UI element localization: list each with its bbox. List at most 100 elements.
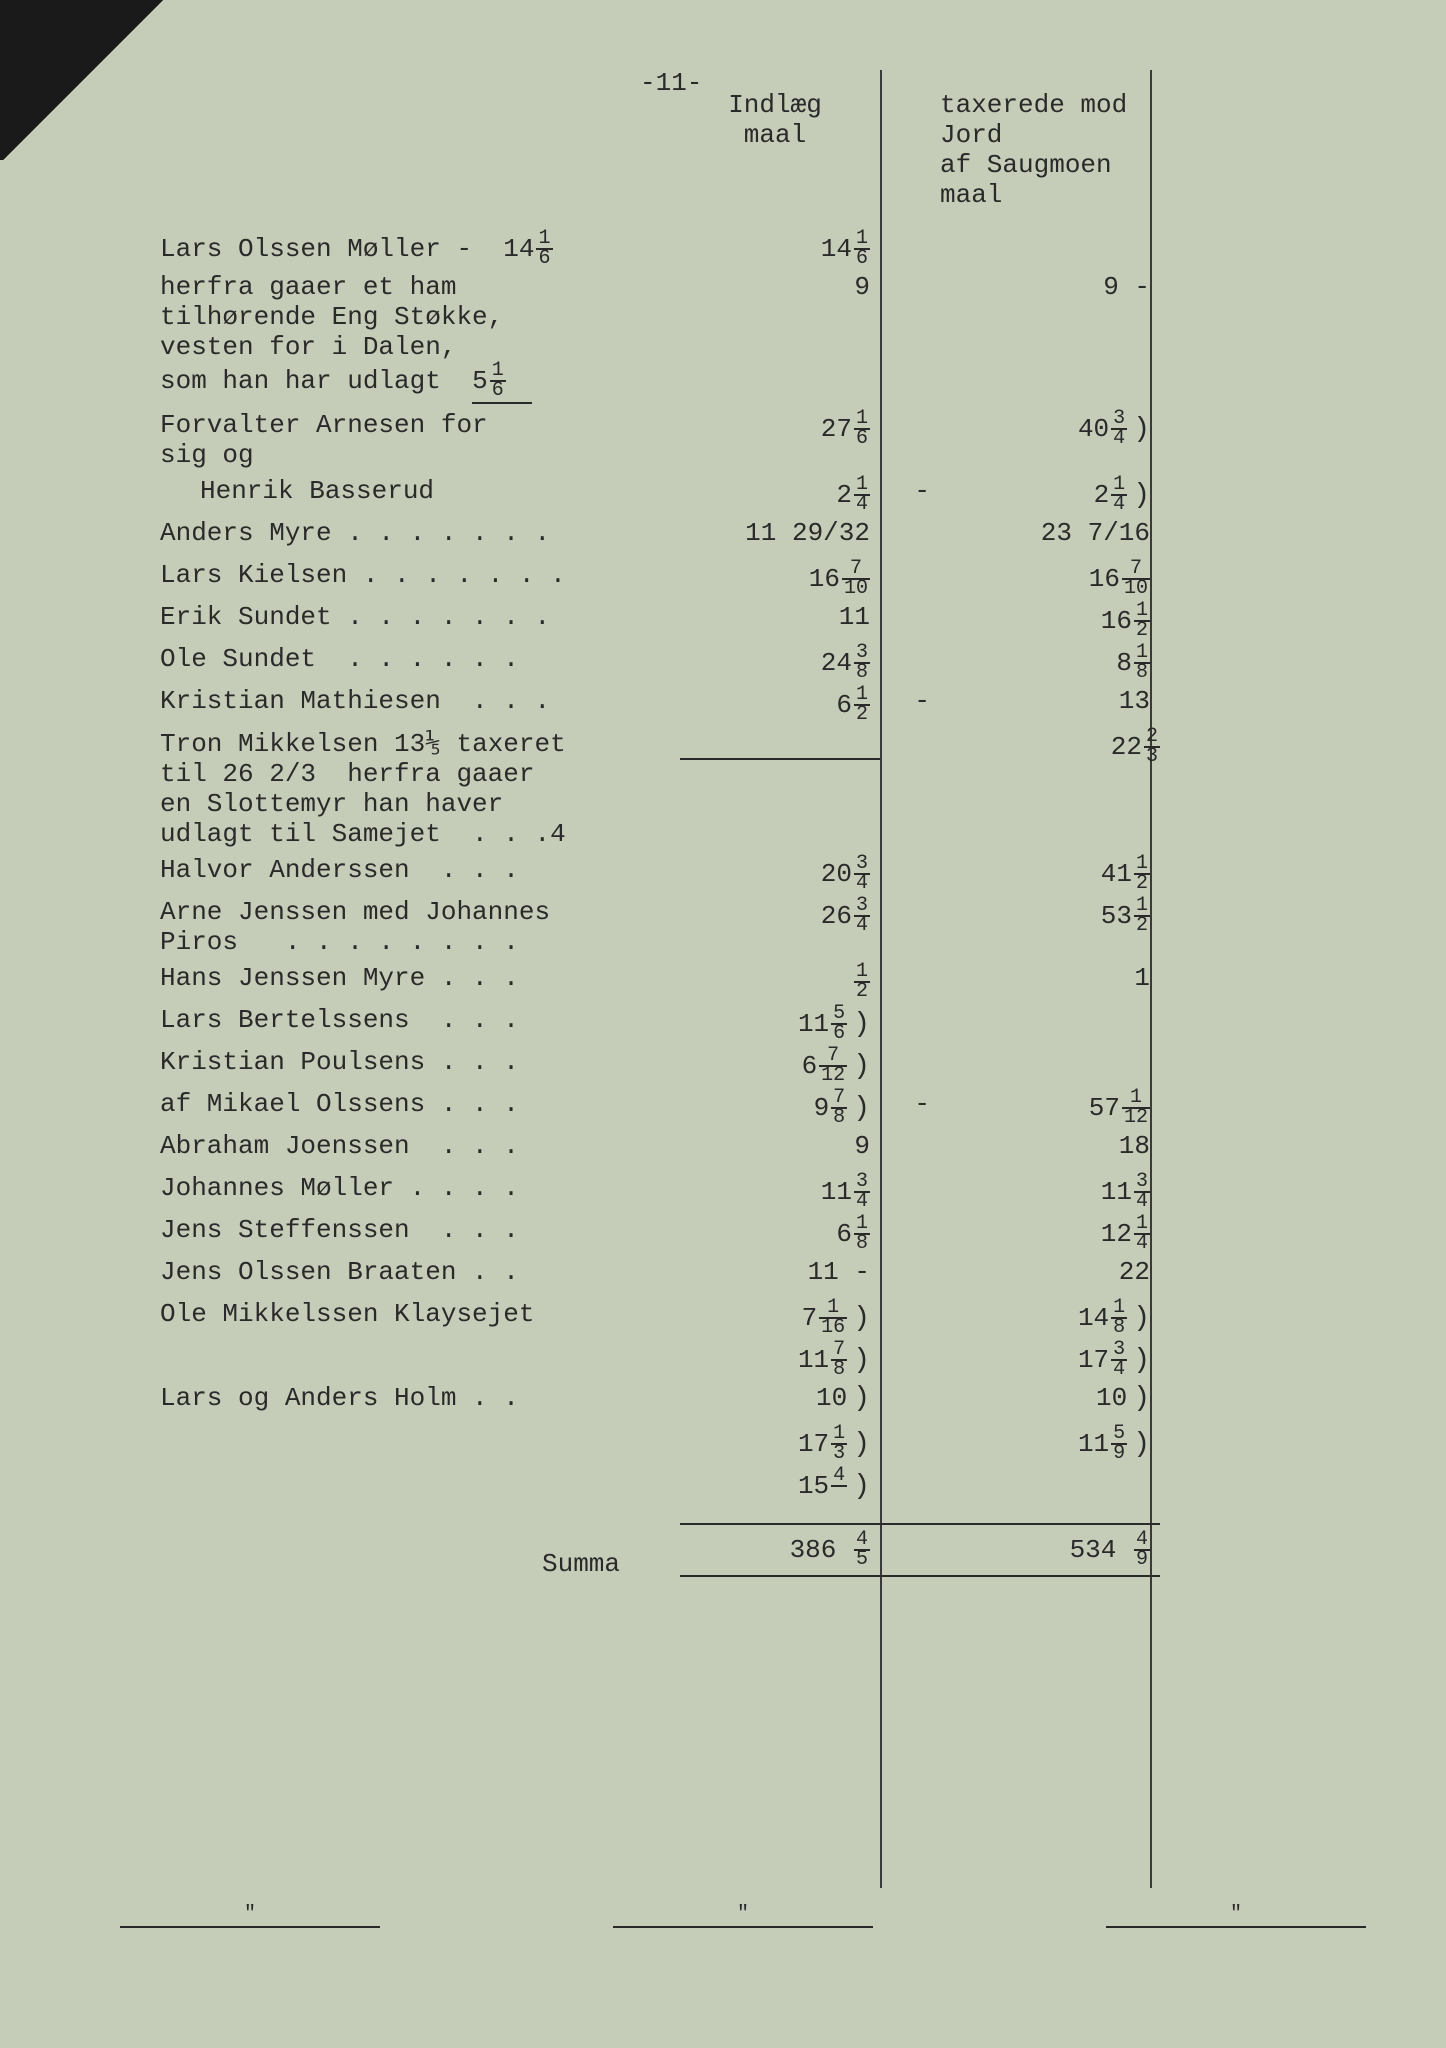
fraction: 112: [1122, 1089, 1150, 1127]
bracket-icon: ): [847, 1471, 870, 1502]
table-row: Lars Olssen Møller - 14161416: [160, 230, 1366, 272]
row-name: Kristian Mathiesen . . .: [160, 686, 550, 716]
row-right: 22: [1119, 1257, 1150, 1287]
row-right: 41: [1101, 859, 1132, 889]
bracket-icon: ): [847, 1429, 870, 1460]
row-name: Tron Mikkelsen 13⅕ taxerettil 26 2/3 her…: [160, 729, 566, 849]
row-name: Lars og Anders Holm . .: [160, 1383, 519, 1413]
bracket-icon: ): [847, 1009, 870, 1040]
fraction: 12: [1134, 855, 1150, 893]
row-name: Anders Myre . . . . . . .: [160, 518, 550, 548]
table-row: Arne Jenssen med JohannesPiros . . . . .…: [160, 897, 1366, 957]
row-mid: 7: [802, 1303, 818, 1333]
table-row: Abraham Joenssen . . .918: [160, 1131, 1366, 1173]
header-mid-line2: maal: [744, 120, 806, 150]
row-right: 1: [1134, 963, 1150, 993]
row-mid: 6: [802, 1051, 818, 1081]
table-row: Forvalter Arnesen forsig og27164034): [160, 410, 1366, 470]
row-name: Jens Steffenssen . . .: [160, 1215, 519, 1245]
fraction: 116: [819, 1299, 847, 1337]
row-name: Ole Mikkelssen Klaysejet: [160, 1299, 534, 1329]
row-mid: 10: [816, 1383, 847, 1413]
row-right: 53: [1101, 901, 1132, 931]
row-name: Lars Kielsen . . . . . . .: [160, 560, 566, 590]
row-right: 12: [1101, 1219, 1132, 1249]
page-corner-fold: [0, 0, 180, 160]
row-right: 8: [1116, 648, 1132, 678]
table-row: Kristian Mathiesen . . .612-13: [160, 686, 1366, 728]
bracket-icon: ): [1127, 414, 1150, 445]
row-name: Arne Jenssen med JohannesPiros . . . . .…: [160, 897, 550, 957]
summa-row: Summa 386 4 5 534 4 9: [160, 1519, 1366, 1609]
fraction: 16: [536, 230, 552, 268]
fraction: 18: [1111, 1299, 1127, 1337]
fraction: 34: [1111, 410, 1127, 448]
row-right: 23 7/16: [1041, 518, 1150, 548]
row-mid: 9: [814, 1093, 830, 1123]
fraction: 16: [490, 362, 506, 400]
table-row: Erik Sundet . . . . . . .111612: [160, 602, 1366, 644]
row-name: herfra gaaer et hamtilhørende Eng Støkke…: [160, 272, 503, 396]
table-row: Ole Mikkelssen Klaysejet7116)1418): [160, 1299, 1366, 1341]
table-row: 1713)1159): [160, 1425, 1366, 1467]
row-name: af Mikael Olssens . . .: [160, 1089, 519, 1119]
fraction: 14: [854, 476, 870, 514]
row-name: Johannes Møller . . . .: [160, 1173, 519, 1203]
row-mid: 11: [821, 1177, 852, 1207]
table-row: Anders Myre . . . . . . . 11 29/32 23 7/16: [160, 518, 1366, 560]
bracket-icon: ): [847, 1383, 870, 1414]
row-name: Lars Bertelssens . . .: [160, 1005, 519, 1035]
fraction: 12: [1134, 897, 1150, 935]
row-mid: 9: [854, 1131, 870, 1161]
table-row: Tron Mikkelsen 13⅕ taxerettil 26 2/3 her…: [160, 728, 1366, 849]
bracket-icon: ): [847, 1303, 870, 1334]
row-right: 22: [1111, 732, 1142, 762]
summa-right-int: 534: [1070, 1535, 1117, 1565]
fraction: 59: [1111, 1425, 1127, 1463]
fraction: 34: [854, 1173, 870, 1211]
fraction: 34: [1134, 1173, 1150, 1211]
bracket-icon: ): [1127, 1429, 1150, 1460]
summa-mid-frac: 4 5: [854, 1531, 870, 1569]
table-row: Johannes Møller . . . .11341134: [160, 1173, 1366, 1215]
row-name: Ole Sundet . . . . . .: [160, 644, 519, 674]
fraction: 56: [831, 1005, 847, 1043]
row-mid: 11 -: [808, 1257, 870, 1287]
fraction: 18: [854, 1215, 870, 1253]
row-mid: 11: [798, 1345, 829, 1375]
summa-label: Summa: [542, 1549, 620, 1579]
row-name: Kristian Poulsens . . .: [160, 1047, 519, 1077]
row-mid: 9: [854, 272, 870, 302]
row-right: 11: [1101, 1177, 1132, 1207]
row-mid: 17: [798, 1429, 829, 1459]
row-mid: 11 29/32: [745, 518, 870, 548]
fraction: 12: [854, 963, 870, 1001]
fraction: 13: [831, 1425, 847, 1463]
row-mid: 14: [821, 234, 852, 264]
table-row: Kristian Poulsens . . .6712): [160, 1047, 1366, 1089]
table-row: Jens Olssen Braaten . .11 -22: [160, 1257, 1366, 1299]
header-mid-line1: Indlæg: [728, 90, 822, 120]
table-row: Lars Kielsen . . . . . . .1671016710: [160, 560, 1366, 602]
table-row: Lars og Anders Holm . .10)10): [160, 1383, 1366, 1425]
row-mid: 27: [821, 414, 852, 444]
header-row: Indlæg maal taxerede mod Jord af Saugmoe…: [160, 90, 1366, 210]
fraction: 710: [1122, 560, 1150, 598]
bottom-marks: " " ": [120, 1903, 1366, 1928]
table-row: Hans Jenssen Myre . . .121: [160, 963, 1366, 1005]
fraction: 710: [842, 560, 870, 598]
fraction: 16: [854, 230, 870, 268]
row-name: Abraham Joenssen . . .: [160, 1131, 519, 1161]
row-mid: 16: [809, 564, 840, 594]
table-row: Henrik Basserud214-214): [160, 476, 1366, 518]
table-row: Lars Bertelssens . . .1156): [160, 1005, 1366, 1047]
header-right-line2: af Saugmoen maal: [940, 150, 1112, 210]
row-name: Halvor Anderssen . . .: [160, 855, 519, 885]
bottom-mark-1: ": [120, 1903, 380, 1928]
row-name: Lars Olssen Møller -: [160, 234, 472, 264]
fraction: 34: [1111, 1341, 1127, 1379]
row-right: 16: [1089, 564, 1120, 594]
table-row: 154 ): [160, 1467, 1366, 1509]
bracket-icon: ): [847, 1093, 870, 1124]
fraction: 4: [831, 1467, 847, 1505]
